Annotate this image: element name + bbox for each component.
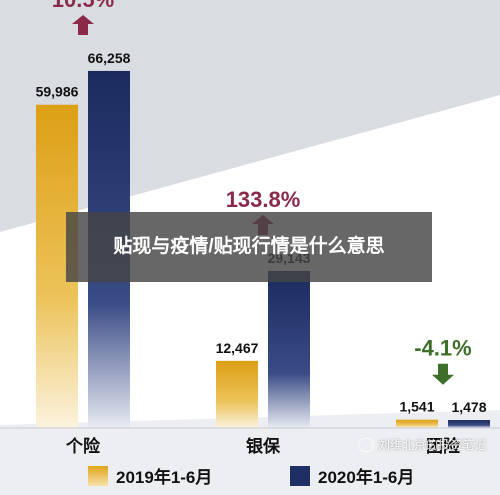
wechat-icon <box>357 437 374 452</box>
overlay-title: 贴现与疫情/贴现行情是什么意思 <box>66 212 432 282</box>
growth-label-individual: 10.5% <box>52 0 114 12</box>
category-label-bancassurance: 银保 <box>246 436 281 456</box>
value-label-group-2020: 1,478 <box>451 399 486 415</box>
watermark: 刘维北京的投资笔记 <box>357 436 486 453</box>
growth-label-bancassurance: 133.8% <box>226 187 301 212</box>
watermark-text: 刘维北京的投资笔记 <box>377 438 486 452</box>
bar-group-2020 <box>448 420 490 428</box>
value-label-individual-2019: 59,986 <box>36 84 79 100</box>
value-label-individual-2020: 66,258 <box>88 50 131 66</box>
legend-label-2019: 2019年1-6月 <box>116 467 212 487</box>
value-label-group-2019: 1,541 <box>399 399 434 415</box>
background-band-bottom <box>0 410 500 495</box>
legend-label-2020: 2020年1-6月 <box>318 467 414 487</box>
legend-swatch-2020 <box>290 466 310 486</box>
value-label-bancassurance-2019: 12,467 <box>216 340 259 356</box>
category-label-group: 团险 <box>426 436 461 456</box>
growth-label-group: -4.1% <box>414 336 471 361</box>
bar-bancassurance-2020 <box>268 270 310 428</box>
bar-group-2019 <box>396 419 438 428</box>
category-label-individual: 个险 <box>65 436 101 456</box>
growth-arrow-individual <box>72 14 94 35</box>
legend-swatch-2019 <box>88 466 108 486</box>
bar-bancassurance-2019 <box>216 360 258 428</box>
growth-arrow-group <box>432 363 454 385</box>
